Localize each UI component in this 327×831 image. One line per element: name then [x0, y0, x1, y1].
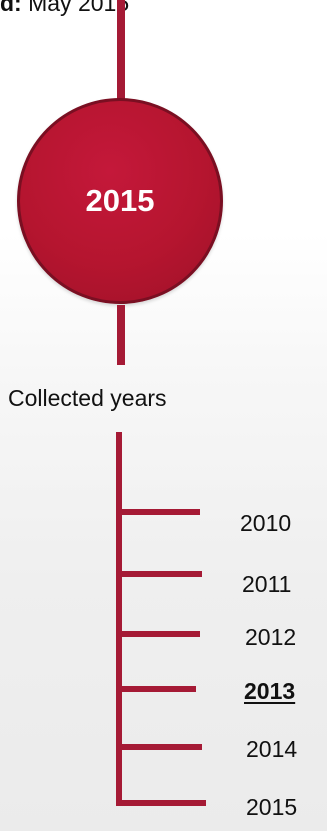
year-item-2012[interactable]: 2012	[245, 624, 297, 650]
timeline-connector-top	[117, 0, 125, 104]
date-caption: d: May 2015	[0, 0, 129, 17]
year-tick-2012	[120, 631, 200, 637]
year-item-2011[interactable]: 2011	[242, 571, 292, 597]
year-item-2015[interactable]: 2015	[246, 794, 298, 820]
date-caption-prefix: d:	[0, 0, 22, 16]
year-tick-2010	[120, 509, 200, 515]
year-tick-2015	[116, 800, 206, 806]
current-year-circle[interactable]: 2015	[17, 98, 223, 304]
current-year-label: 2015	[85, 183, 155, 218]
year-tick-2013	[120, 686, 196, 692]
timeline-connector-bottom	[117, 305, 125, 365]
date-caption-value: May 2015	[21, 0, 130, 16]
year-tick-2014	[120, 744, 202, 750]
collected-years-spine	[116, 432, 122, 804]
year-item-2010[interactable]: 2010	[240, 510, 292, 536]
collected-years-heading: Collected years	[8, 385, 167, 411]
year-item-2014[interactable]: 2014	[246, 736, 298, 762]
year-tick-2011	[120, 571, 202, 577]
year-item-2013[interactable]: 2013	[244, 678, 296, 704]
